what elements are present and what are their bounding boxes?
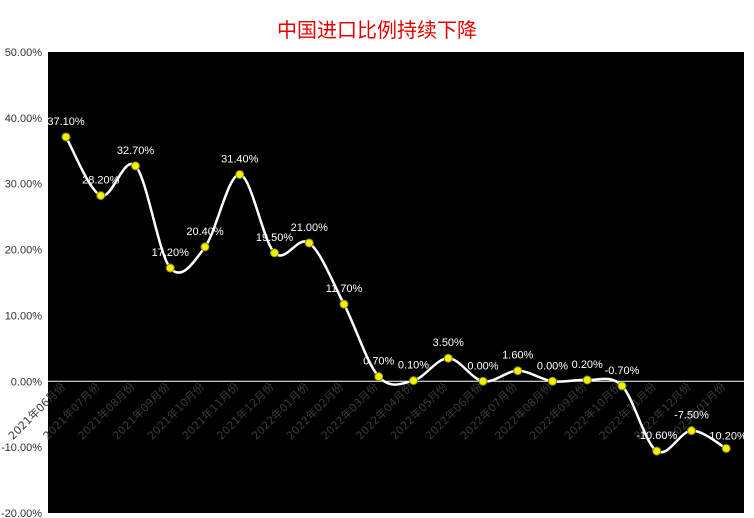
data-point: [478, 376, 488, 386]
data-label: 37.10%: [47, 116, 85, 128]
data-point: [409, 376, 418, 386]
y-tick-label: 20.00%: [5, 245, 43, 257]
data-label: 0.00%: [537, 360, 568, 372]
data-label: -10.20%: [706, 430, 747, 442]
data-label: 20.40%: [186, 226, 224, 238]
data-label: 11.70%: [326, 283, 363, 295]
data-point: [131, 161, 140, 171]
data-point: [374, 372, 384, 382]
data-point: [513, 366, 523, 376]
data-label: 0.00%: [467, 360, 498, 372]
series-markers: [61, 132, 731, 456]
data-labels: 37.10% 28.20% 32.70% 17.20% 20.40% 31.40% 19.5…: [47, 116, 747, 443]
data-point: [235, 169, 245, 179]
data-point: [200, 242, 210, 252]
y-tick-label: 30.00%: [5, 179, 43, 191]
data-point: [339, 299, 349, 309]
data-label: -7.50%: [674, 410, 709, 422]
data-label: 31.40%: [221, 153, 259, 165]
y-tick-label: -10.00%: [1, 442, 42, 454]
y-tick-label: 0.00%: [11, 376, 42, 388]
y-tick-label: -20.00%: [1, 508, 42, 518]
y-tick-label: 10.00%: [5, 310, 43, 322]
data-point: [443, 353, 453, 363]
y-tick-label: 40.00%: [5, 113, 43, 125]
data-label: -0.70%: [605, 365, 640, 377]
data-label: 0.70%: [363, 356, 394, 368]
data-label: 28.20%: [82, 175, 120, 187]
data-label: -10.60%: [636, 430, 677, 442]
plot-area: [48, 52, 744, 513]
y-axis: 50.00% 40.00% 30.00% 20.00% 10.00% 0.00% -10.0…: [1, 47, 42, 518]
data-label: 0.10%: [398, 360, 429, 372]
data-point: [165, 263, 175, 273]
data-label: 19.50%: [256, 232, 294, 244]
data-point: [61, 132, 71, 142]
data-label: 17.20%: [152, 247, 190, 259]
data-point: [652, 446, 662, 456]
data-label: 1.60%: [502, 350, 533, 362]
data-point: [617, 381, 627, 391]
data-point: [304, 238, 314, 248]
data-point: [721, 443, 731, 453]
data-point: [548, 376, 557, 386]
y-tick-label: 50.00%: [5, 47, 43, 59]
data-point: [96, 191, 106, 201]
data-point: [687, 426, 696, 436]
chart-title: 中国进口比例持续下降: [277, 18, 477, 42]
data-point: [582, 375, 592, 385]
data-label: 3.50%: [433, 337, 464, 349]
data-label: 21.00%: [291, 222, 329, 234]
data-label: 0.20%: [572, 359, 603, 371]
data-point: [270, 248, 279, 258]
data-label: 32.70%: [117, 145, 155, 157]
